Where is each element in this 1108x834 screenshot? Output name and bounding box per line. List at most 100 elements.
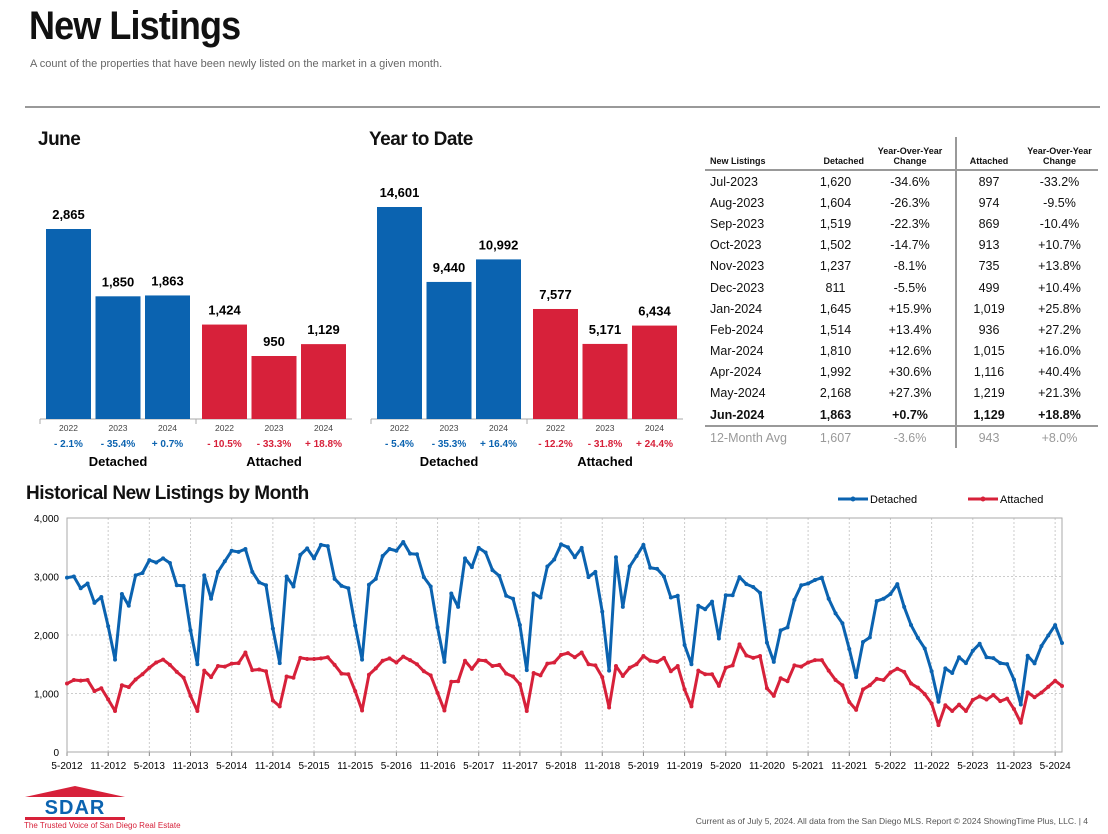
data-point-detached <box>627 564 632 569</box>
attached-yoy-cell: -9.5% <box>1043 195 1076 210</box>
data-point-detached <box>998 661 1003 666</box>
data-point-detached <box>888 592 893 597</box>
data-point-detached <box>161 556 166 561</box>
data-point-detached <box>490 568 495 573</box>
data-point-attached <box>181 675 186 680</box>
bar-attached-2024 <box>632 325 677 419</box>
y-tick-label: 4,000 <box>34 514 59 525</box>
bar-value-label: 1,850 <box>102 274 135 289</box>
data-point-detached <box>483 550 488 555</box>
legend-marker <box>980 496 986 502</box>
data-point-attached <box>202 668 207 673</box>
attached-cell: 897 <box>978 174 1000 189</box>
x-tick-label: 11-2014 <box>255 761 291 772</box>
attached-cell: 936 <box>978 322 1000 337</box>
attached-yoy-cell: -33.2% <box>1039 174 1080 189</box>
data-point-detached <box>744 582 749 587</box>
year-tick-label: 2023 <box>109 423 128 433</box>
ytd-chart-title: Year to Date <box>369 129 473 150</box>
attached-yoy-cell: +18.8% <box>1021 404 1098 428</box>
detached-cell: 1,502 <box>819 238 852 253</box>
data-point-detached <box>936 699 941 704</box>
data-point-attached <box>552 660 557 665</box>
legend-label: Detached <box>870 494 917 506</box>
x-tick-label: 5-2012 <box>51 761 83 772</box>
data-point-attached <box>126 685 131 690</box>
data-point-detached <box>1032 661 1037 666</box>
data-point-attached <box>943 703 948 708</box>
data-point-attached <box>586 662 591 667</box>
detached-cell: 2,168 <box>819 386 852 401</box>
data-point-detached <box>71 574 76 579</box>
data-point-attached <box>799 664 804 669</box>
month-cell: Jun-2024 <box>705 404 806 428</box>
data-point-attached <box>161 657 166 662</box>
attached-yoy-cell: +10.4% <box>1038 280 1081 295</box>
detached-cell: 1,810 <box>819 344 852 359</box>
data-point-detached <box>826 596 831 601</box>
yoy-change-label: - 10.5% <box>207 439 242 450</box>
data-point-detached <box>689 662 694 667</box>
detached-yoy-cell: +30.6% <box>865 361 957 383</box>
data-point-attached <box>648 658 653 663</box>
year-tick-label: 2022 <box>546 423 565 433</box>
data-point-detached <box>380 554 385 559</box>
data-point-attached <box>792 663 797 668</box>
data-point-attached <box>812 658 817 663</box>
data-point-detached <box>346 586 351 591</box>
data-point-attached <box>449 679 454 684</box>
detached-yoy-cell: -34.6% <box>865 170 957 193</box>
data-point-attached <box>476 658 481 663</box>
data-point-attached <box>195 709 200 714</box>
data-point-detached <box>620 604 625 609</box>
x-tick-label: 11-2012 <box>90 761 126 772</box>
data-point-attached <box>408 658 413 663</box>
data-point-detached <box>188 628 193 633</box>
month-cell: May-2024 <box>710 386 766 401</box>
data-point-attached <box>806 660 811 665</box>
data-point-attached <box>71 678 76 683</box>
data-point-detached <box>579 545 584 550</box>
data-point-attached <box>559 652 564 657</box>
data-point-attached <box>668 669 673 674</box>
data-point-detached <box>806 581 811 586</box>
data-point-attached <box>394 660 399 665</box>
x-tick-label: 11-2019 <box>667 761 703 772</box>
x-tick-label: 5-2022 <box>875 761 907 772</box>
data-point-detached <box>833 611 838 616</box>
table-row: Apr-2024 1,992 +30.6% 1,116 +40.4% <box>705 361 1098 383</box>
data-point-detached <box>270 626 275 631</box>
data-point-detached <box>812 578 817 583</box>
yoy-change-label: - 35.3% <box>432 439 467 450</box>
data-point-attached <box>483 658 488 663</box>
page-title: New Listings <box>29 4 241 48</box>
data-point-detached <box>902 604 907 609</box>
data-point-attached <box>833 678 838 683</box>
attached-yoy-cell: +21.3% <box>1038 386 1081 401</box>
bar-value-label: 2,865 <box>52 207 85 222</box>
data-point-detached <box>92 600 97 605</box>
data-point-detached <box>950 671 955 676</box>
attached-yoy-cell: +8.0% <box>1041 430 1078 445</box>
data-point-attached <box>723 665 728 670</box>
bar-attached-2024 <box>301 344 346 419</box>
data-point-attached <box>936 723 941 728</box>
data-point-detached <box>113 657 118 662</box>
data-point-detached <box>243 547 248 552</box>
yoy-change-label: + 24.4% <box>636 439 673 450</box>
data-point-detached <box>840 621 845 626</box>
data-point-attached <box>737 642 742 647</box>
data-point-detached <box>854 675 859 680</box>
data-point-attached <box>250 668 255 673</box>
data-point-detached <box>545 564 550 569</box>
data-point-attached <box>524 709 529 714</box>
data-point-attached <box>682 687 687 692</box>
data-point-detached <box>401 539 406 544</box>
data-point-detached <box>881 596 886 601</box>
table-row-average: 12-Month Avg 1,607 -3.6% 943 +8.0% <box>705 426 1098 449</box>
data-point-detached <box>469 565 474 570</box>
logo-tagline: The Trusted Voice of San Diego Real Esta… <box>24 821 181 830</box>
data-point-detached <box>730 593 735 598</box>
month-cell: 12-Month Avg <box>710 430 787 445</box>
data-point-attached <box>140 672 145 677</box>
